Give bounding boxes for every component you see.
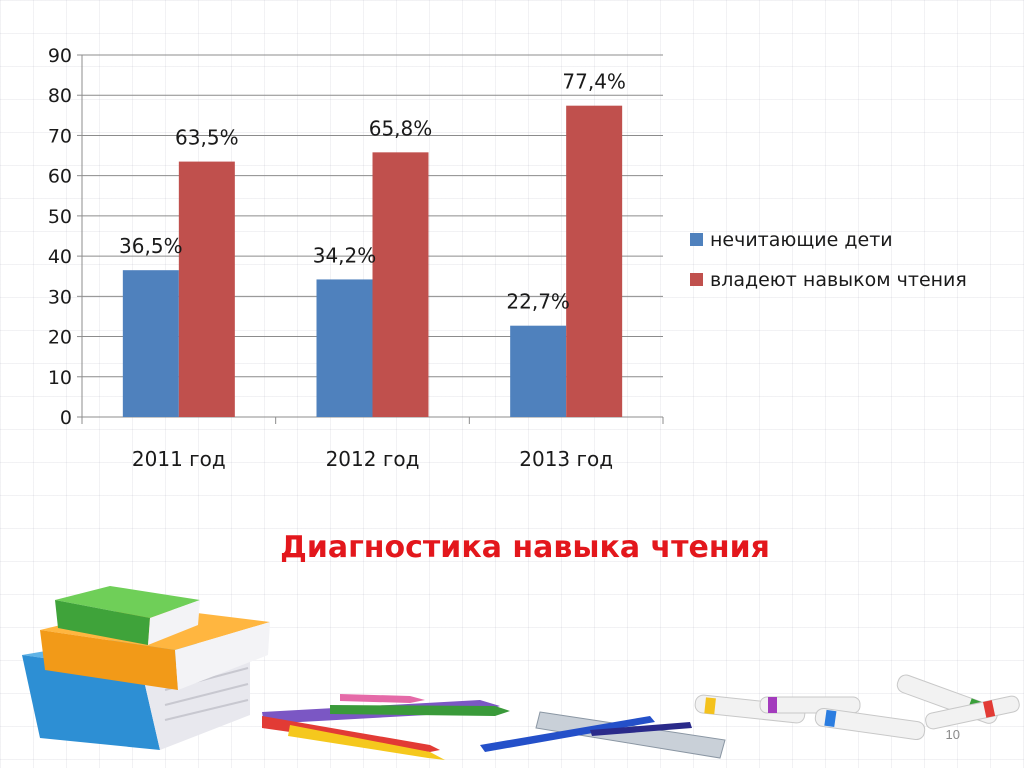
legend-label: нечитающие дети — [710, 229, 893, 251]
bar-reading-1 — [372, 152, 429, 418]
y-tick-label: 0 — [60, 407, 72, 429]
data-label: 63,5% — [175, 126, 239, 150]
y-tick-label: 90 — [48, 45, 72, 67]
x-category-label: 2013 год — [519, 447, 613, 471]
data-label: 34,2% — [313, 243, 377, 267]
y-tick-label: 60 — [48, 166, 72, 188]
bar-non-reading-1 — [316, 279, 373, 417]
legend-swatch — [690, 233, 703, 246]
x-category-label: 2012 год — [326, 447, 420, 471]
y-tick-label: 80 — [48, 85, 72, 107]
y-tick-label: 20 — [48, 327, 72, 349]
chart-labels: 2011 год 2012 год 2013 год 36,5% 34,2% 22,7% 6… — [119, 70, 626, 471]
chart-bars — [122, 105, 623, 418]
y-tick-label: 70 — [48, 125, 72, 147]
chart-legend: нечитающие дети владеют навыком чтения — [690, 229, 967, 291]
y-tick-label: 10 — [48, 367, 72, 389]
y-tick-label: 40 — [48, 246, 72, 268]
bar-non-reading-0 — [122, 270, 179, 417]
page-number: 10 — [945, 727, 960, 742]
bar-reading-0 — [178, 161, 235, 417]
data-label: 65,8% — [369, 116, 433, 140]
data-label: 77,4% — [562, 70, 626, 94]
bar-non-reading-2 — [510, 325, 567, 417]
x-category-label: 2011 год — [132, 447, 226, 471]
legend-label: владеют навыком чтения — [710, 269, 967, 291]
data-label: 22,7% — [506, 290, 570, 314]
legend-swatch — [690, 273, 703, 286]
bar-reading-2 — [566, 105, 623, 418]
y-tick-label: 30 — [48, 286, 72, 308]
data-label: 36,5% — [119, 234, 183, 258]
y-tick-label: 50 — [48, 206, 72, 228]
slide-title: Диагностика навыка чтения — [280, 530, 770, 565]
